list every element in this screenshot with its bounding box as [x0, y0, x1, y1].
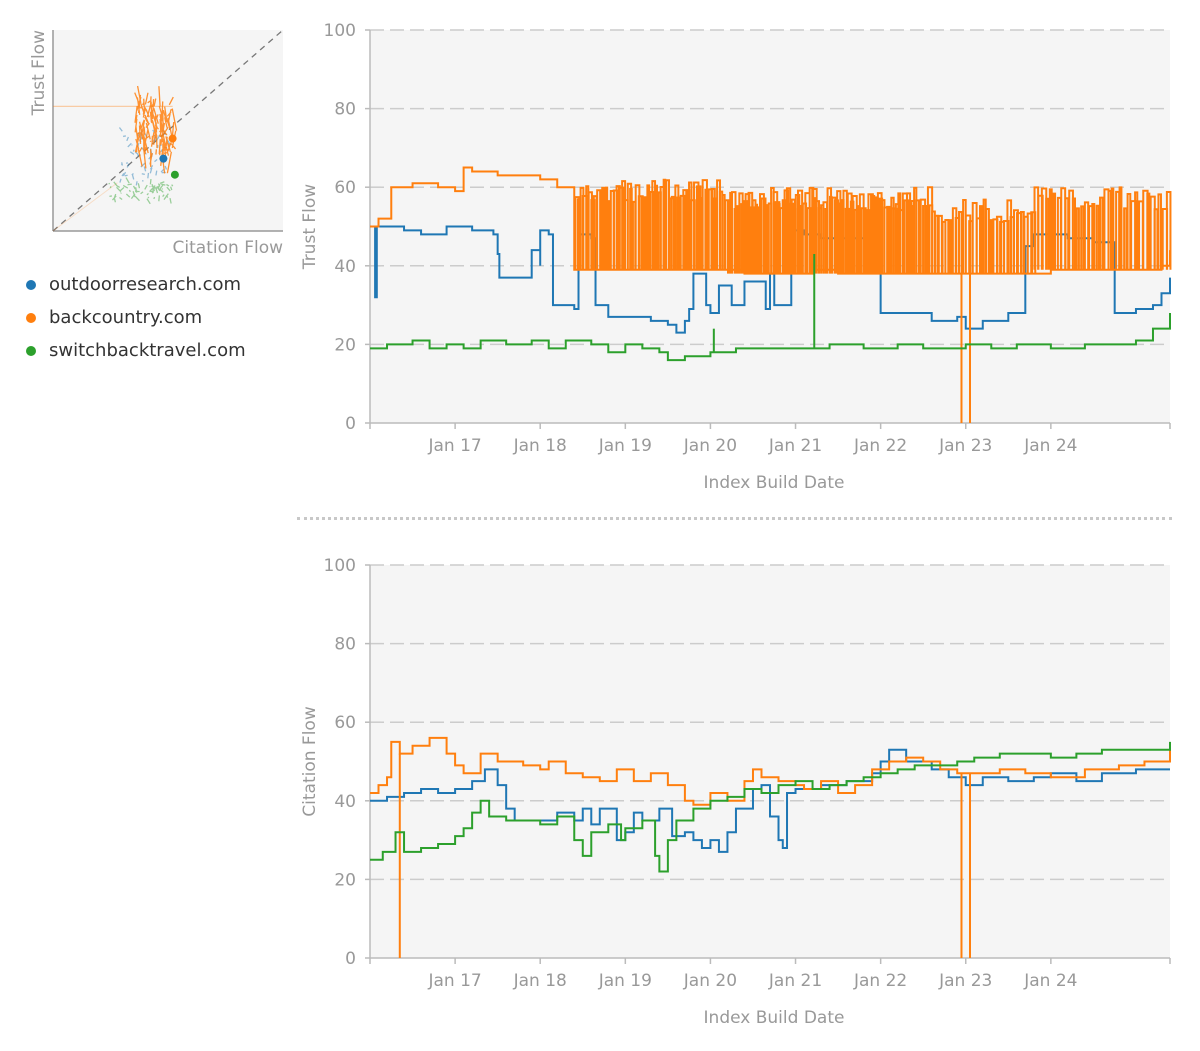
series-line-switchbacktravel — [370, 741, 1171, 873]
x-tick-label: Jan 18 — [513, 971, 567, 991]
mini-cluster — [108, 177, 174, 205]
series-group — [370, 166, 1172, 423]
x-tick-label: Jan 17 — [427, 436, 481, 456]
mini-scatter-chart: Citation Flow Trust Flow — [29, 29, 284, 258]
series-line-backcountry — [370, 736, 1171, 806]
mini-diagonal — [52, 29, 284, 232]
legend: outdoorresearch.com backcountry.com swit… — [26, 268, 246, 367]
y-tick-label: 100 — [324, 21, 356, 41]
series-line-outdoorresearch — [370, 225, 1171, 334]
chart-divider — [297, 517, 1172, 520]
mini-y-label: Trust Flow — [29, 30, 49, 116]
series-line-outdoorresearch — [370, 748, 1170, 853]
legend-dot-backcountry — [26, 312, 36, 323]
x-tick-label: Jan 20 — [683, 436, 737, 456]
x-tick-label: Jan 19 — [598, 971, 652, 991]
legend-item-switchbacktravel[interactable]: switchbacktravel.com — [26, 334, 246, 367]
mini-point — [168, 134, 177, 143]
y-tick-label: 60 — [334, 713, 356, 733]
x-tick-label: Jan 23 — [938, 971, 992, 991]
plot-area — [370, 30, 1170, 423]
trust-flow-chart: 0 20 40 60 80 100 Jan 17 Jan 18 Jan 19 Jan 20 Jan … — [300, 21, 1172, 493]
legend-label: switchbacktravel.com — [49, 340, 246, 361]
series-group — [370, 736, 1171, 958]
x-tick-label: Jan 24 — [1023, 971, 1077, 991]
y-axis-label: Trust Flow — [300, 184, 320, 270]
x-tick-label: Jan 22 — [853, 971, 907, 991]
y-tick-label: 40 — [334, 257, 356, 277]
x-tick-label: Jan 23 — [938, 436, 992, 456]
x-tick-label: Jan 19 — [598, 436, 652, 456]
mini-point — [159, 154, 168, 163]
x-tick-label: Jan 21 — [768, 971, 822, 991]
legend-label: backcountry.com — [49, 307, 203, 328]
x-tick-label: Jan 17 — [427, 971, 481, 991]
plot-area — [370, 565, 1170, 958]
y-tick-label: 80 — [334, 100, 356, 120]
series-line-switchbacktravel — [370, 312, 1171, 362]
x-tick-label: Jan 21 — [768, 436, 822, 456]
x-tick-label: Jan 22 — [853, 436, 907, 456]
mini-trail — [52, 182, 118, 232]
y-tick-label: 100 — [324, 556, 356, 576]
y-axis-label: Citation Flow — [300, 706, 320, 817]
y-tick-label: 0 — [345, 414, 356, 434]
x-axis-label: Index Build Date — [704, 1008, 845, 1028]
series-spikes-backcountry — [574, 178, 1172, 274]
y-tick-label: 60 — [334, 178, 356, 198]
citation-flow-chart: 0 20 40 60 80 100 Jan 17 Jan 18 Jan 19 Jan 20 Jan … — [300, 556, 1171, 1028]
legend-label: outdoorresearch.com — [49, 274, 242, 295]
x-tick-label: Jan 18 — [513, 436, 567, 456]
x-tick-label: Jan 24 — [1023, 436, 1077, 456]
legend-item-backcountry[interactable]: backcountry.com — [26, 301, 246, 334]
legend-item-outdoorresearch[interactable]: outdoorresearch.com — [26, 268, 246, 301]
y-tick-label: 40 — [334, 792, 356, 812]
legend-dot-outdoorresearch — [26, 279, 36, 290]
mini-cluster — [134, 85, 178, 174]
y-tick-label: 0 — [345, 949, 356, 969]
x-axis-label: Index Build Date — [704, 473, 845, 493]
mini-x-label: Citation Flow — [173, 238, 284, 258]
legend-dot-switchbacktravel — [26, 345, 36, 356]
y-tick-label: 80 — [334, 635, 356, 655]
mini-point — [170, 170, 179, 179]
y-tick-label: 20 — [334, 335, 356, 355]
y-tick-label: 20 — [334, 870, 356, 890]
x-tick-label: Jan 20 — [683, 971, 737, 991]
